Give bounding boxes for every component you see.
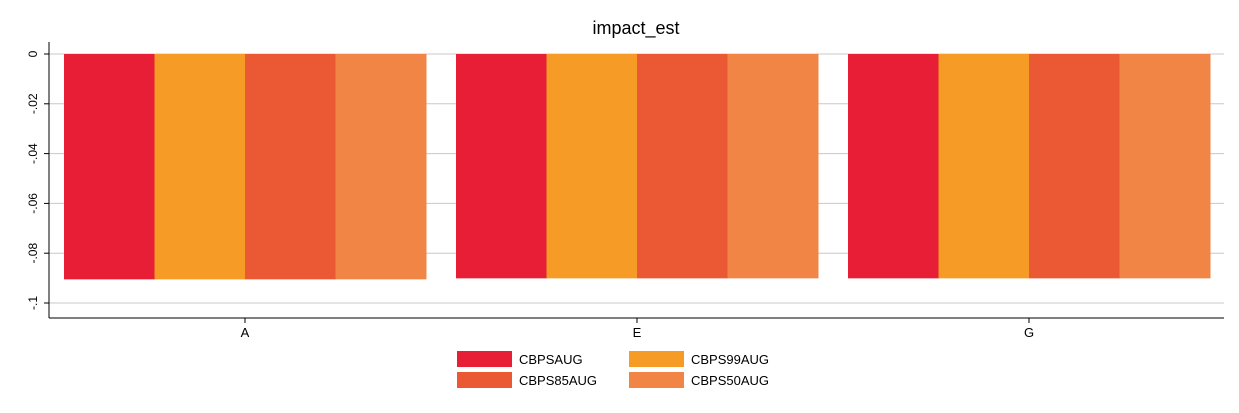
x-category-label: A: [241, 325, 250, 340]
legend-label: CBPS50AUG: [691, 373, 769, 388]
bar: [727, 54, 819, 279]
legend-label: CBPSAUG: [519, 352, 583, 367]
y-tick-label: -.06: [26, 193, 40, 214]
bar: [64, 54, 155, 280]
legend-swatch: [629, 351, 684, 367]
bar: [938, 54, 1030, 279]
y-tick-label: -.04: [26, 143, 40, 164]
x-category-label: E: [633, 325, 642, 340]
bar: [546, 54, 638, 279]
bars: [64, 54, 1211, 280]
y-tick-label: -.1: [26, 296, 40, 310]
legend-swatch: [457, 351, 512, 367]
bar: [848, 54, 939, 279]
bar: [154, 54, 246, 280]
bar: [1029, 54, 1120, 279]
legend-label: CBPS99AUG: [691, 352, 769, 367]
legend-swatch: [629, 372, 684, 388]
x-category-label: G: [1024, 325, 1034, 340]
y-tick-label: -.08: [26, 243, 40, 264]
legend-label: CBPS85AUG: [519, 373, 597, 388]
legend: CBPSAUG CBPS99AUG CBPS85AUG CBPS50AUG: [457, 351, 769, 388]
bar: [1119, 54, 1211, 279]
y-tick-label: 0: [26, 50, 40, 57]
bar: [245, 54, 336, 280]
legend-swatch: [457, 372, 512, 388]
chart-title: impact_est: [592, 18, 679, 39]
bar: [637, 54, 728, 279]
bar: [456, 54, 547, 279]
y-axis-ticks: 0 -.02 -.04 -.06 -.08 -.1: [26, 50, 49, 310]
y-tick-label: -.02: [26, 93, 40, 114]
bar: [335, 54, 427, 280]
